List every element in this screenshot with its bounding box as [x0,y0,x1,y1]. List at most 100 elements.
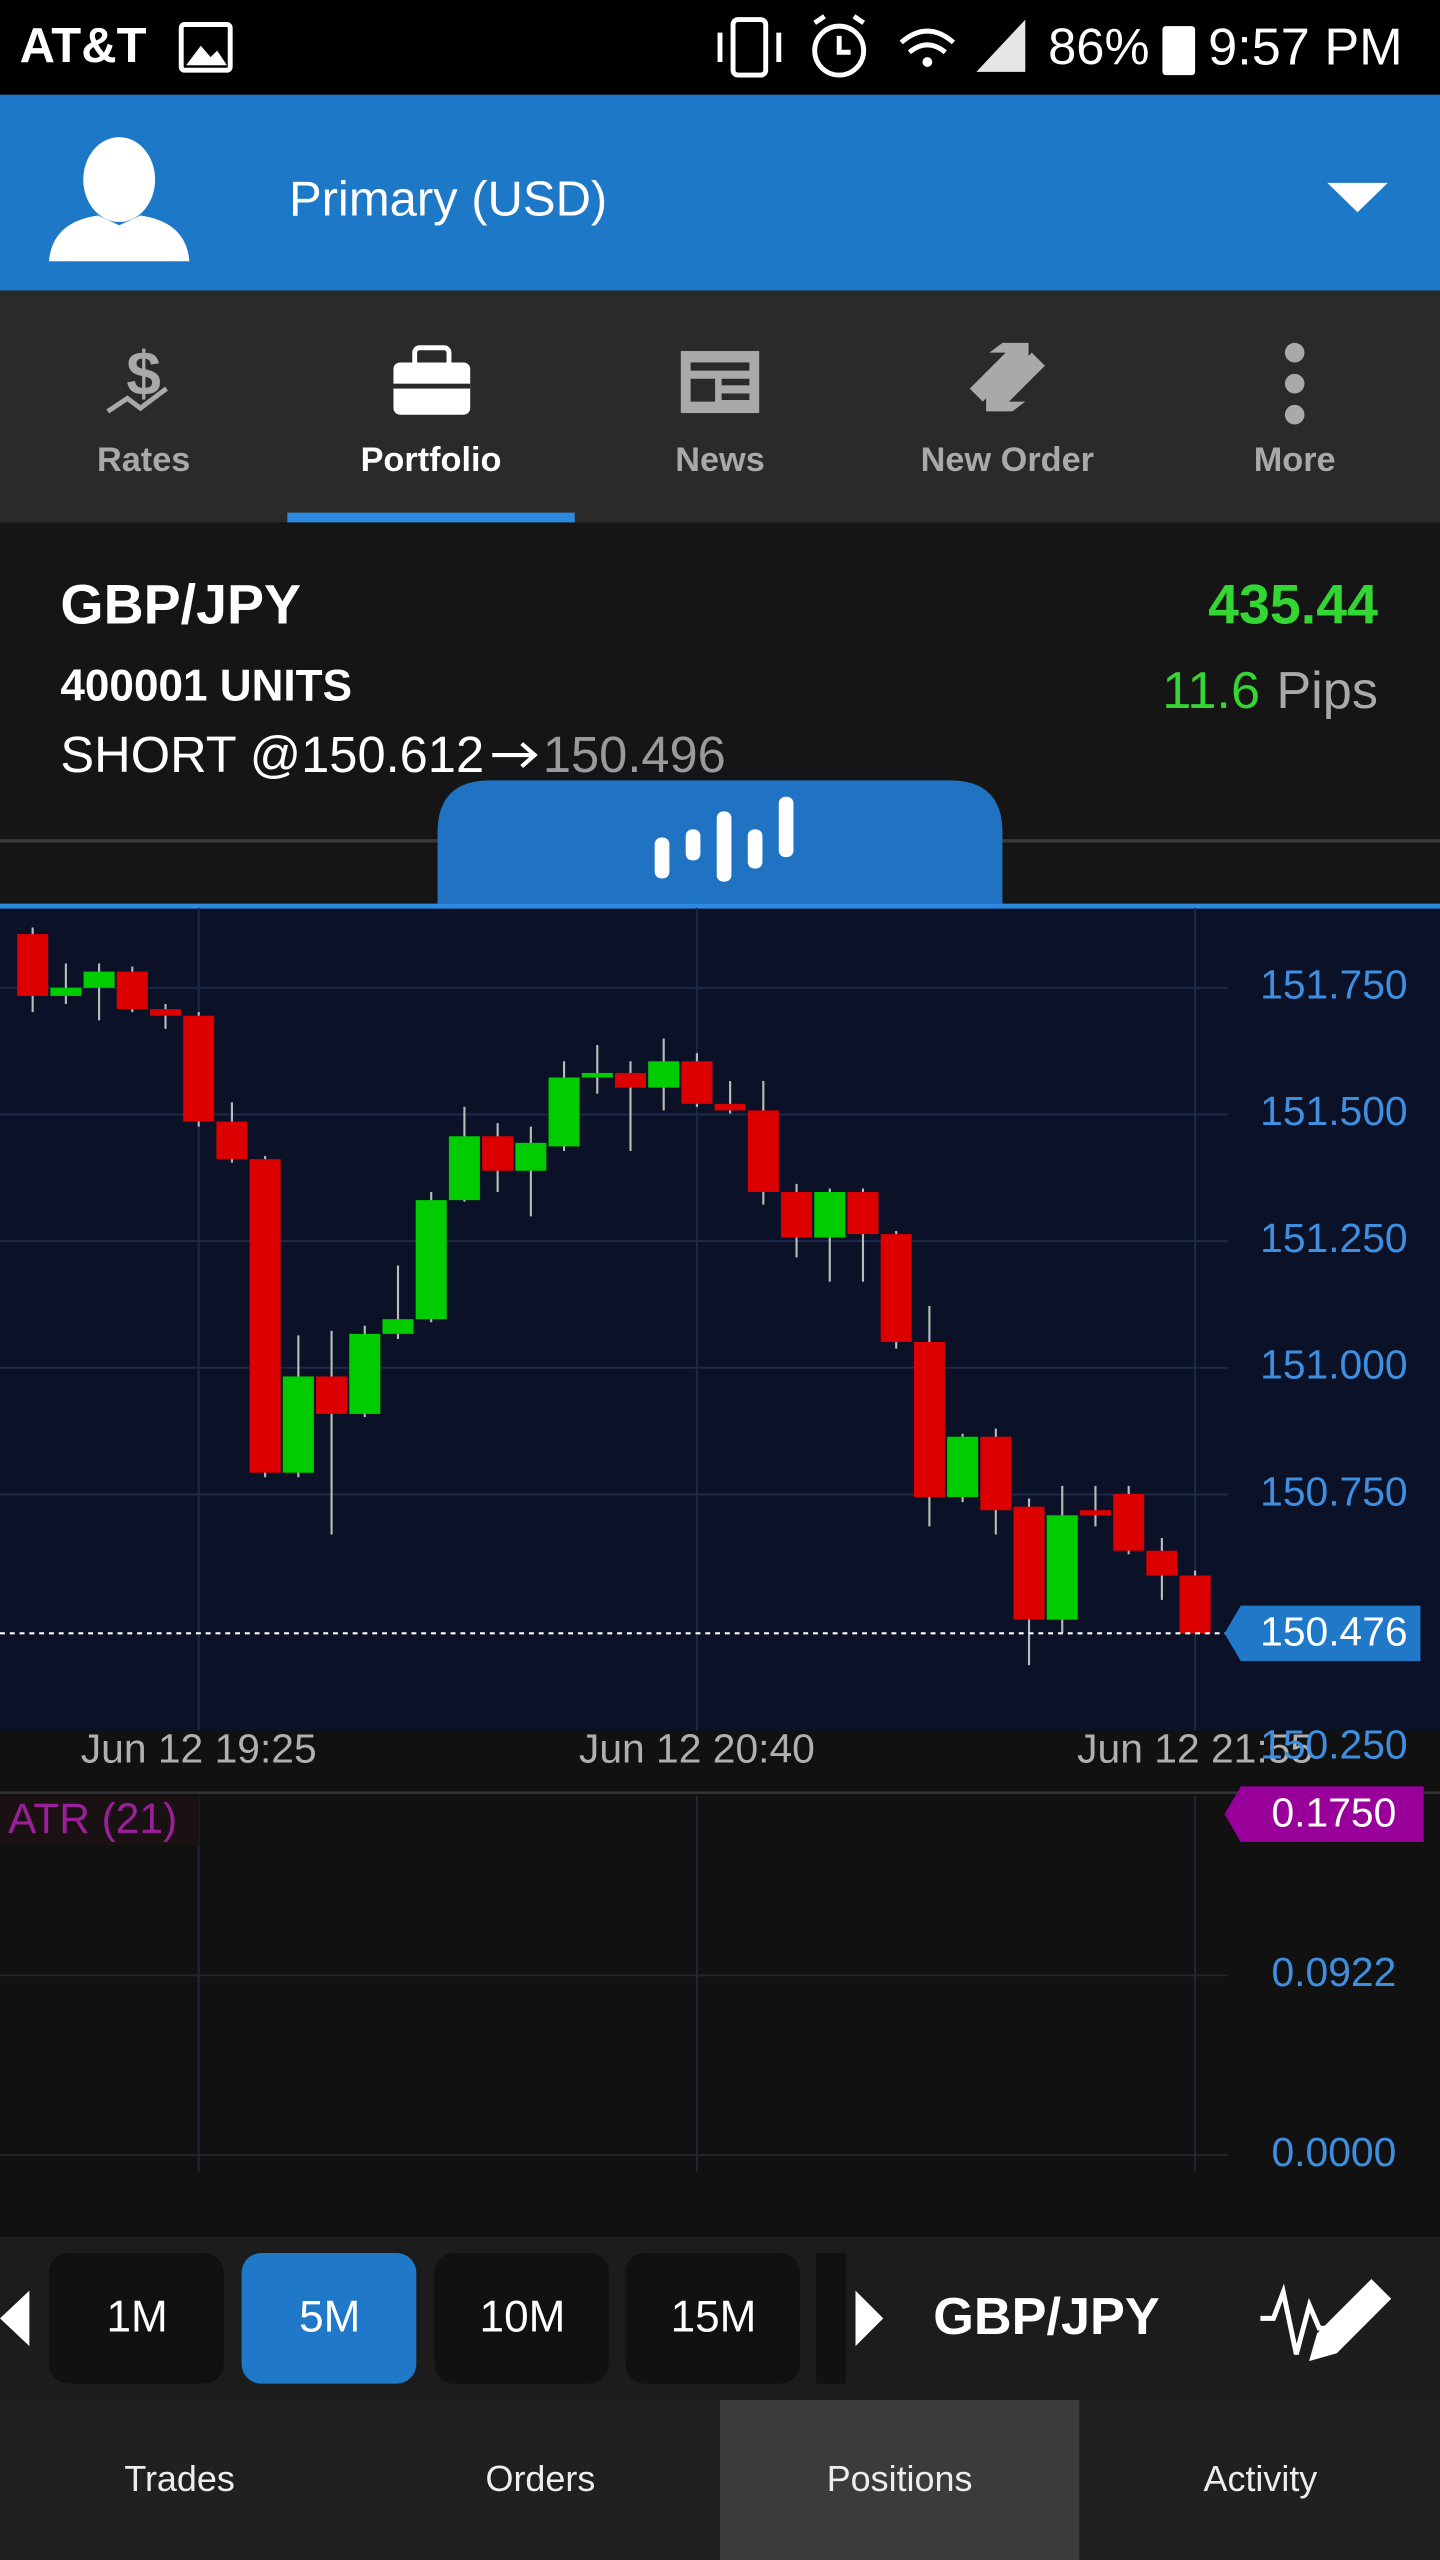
candle-body [1013,1506,1045,1620]
dropdown-arrow[interactable] [1327,182,1388,213]
candle-body [50,987,82,996]
candle-body [482,1136,514,1171]
y-tick-label: 150.250 [1260,1722,1407,1768]
candle-body [183,1015,215,1122]
scroll-right[interactable] [855,2290,884,2347]
nav-tab[interactable]: News [675,441,765,479]
candle-body [581,1072,613,1078]
status-icons [178,14,1196,78]
candle-body [149,1009,182,1016]
y-tick-label: 151.500 [1260,1088,1407,1134]
timeframe-button[interactable] [48,2253,224,2384]
candle-body [382,1319,414,1334]
candle-body [980,1436,1012,1511]
x-tick-label: Jun 12 20:40 [579,1726,815,1772]
account-header[interactable] [0,94,1440,291]
y-tick-label: 151.750 [1260,962,1407,1008]
position-units: 400001 UNITS [60,662,352,711]
bottom-tab-active-bg [720,2400,1080,2560]
bottom-tab[interactable]: Orders [486,2458,596,2499]
chart-layer: Jun 12 19:25 Jun 12 20:40 Jun 12 21:55 151.… [0,907,1424,2175]
timeframe-label[interactable]: 10M [480,2293,566,2342]
position-symbol: GBP/JPY [60,574,301,636]
timeframe-button[interactable] [625,2253,800,2384]
bottom-tab-active[interactable]: Positions [827,2458,973,2499]
battery-level: 86% [1048,18,1149,75]
candle-body [83,971,115,988]
candle-body [847,1192,879,1235]
candle-body [1179,1575,1211,1634]
indicator-title: ATR (21) [8,1795,177,1842]
candle-body [814,1192,846,1238]
pips: 11.6 [1162,662,1260,720]
nav-tab[interactable]: Rates [97,441,190,479]
timeframe-button-active[interactable] [241,2253,417,2384]
nav-tab-active[interactable]: Portfolio [361,441,502,479]
candle-body [349,1333,381,1414]
chart-symbol[interactable]: GBP/JPY [933,2288,1159,2346]
candle-body [116,971,148,1010]
last-value-box [1224,1786,1424,1842]
carrier: AT&T [20,19,147,73]
y-tick-label: 150.750 [1260,1468,1407,1514]
candle-body [1113,1493,1145,1551]
open-price: 150.612 [301,727,484,784]
candle-body [913,1341,945,1498]
y-tick-label: 151.250 [1260,1215,1407,1261]
active-tab-indicator [287,512,575,523]
candle-body [1146,1550,1178,1576]
nav-tab[interactable]: More [1254,441,1336,479]
position-side: SHORT @150.612 150.496 [60,727,725,784]
candle-body [515,1142,547,1171]
timeframe-label[interactable]: 1M [107,2293,168,2342]
indicator-area [0,1792,1440,2237]
side: SHORT @ [60,727,301,784]
candle-body [880,1234,912,1342]
price-chart-area [0,907,1440,1731]
candle-body [747,1110,779,1193]
timeframe-label[interactable]: 5M [299,2293,360,2342]
candle-body [448,1136,480,1201]
x-tick-label: Jun 12 19:25 [81,1726,317,1772]
candle-body [781,1192,813,1238]
account-name[interactable]: Primary (USD) [289,172,607,226]
candle-body [648,1061,680,1088]
clock: 9:57 PM [1208,18,1403,76]
candle-body [17,934,49,996]
timeframe-button-partial[interactable] [816,2253,846,2384]
y-tick-label: 0.0922 [1271,1949,1396,1995]
current-price: 150.496 [543,727,726,784]
draw-tool-icon[interactable] [1260,2278,1392,2362]
chart-toggle-icon [654,796,794,882]
y-tick-label: 151.000 [1260,1342,1407,1388]
last-price-box [1224,1605,1421,1662]
x-tick-label: Jun 12 21:55 [1077,1726,1313,1772]
last-value-label: 0.1750 [1271,1790,1396,1836]
indicator-title-bg [0,1795,200,1845]
candle-body [216,1121,248,1160]
bottom-tab[interactable]: Trades [124,2458,234,2499]
position-pips: 11.6 Pips [1162,662,1378,720]
avatar-icon [48,137,190,262]
scroll-left[interactable] [0,2290,30,2347]
last-price-label: 150.476 [1260,1609,1407,1655]
candle-body [1046,1515,1078,1620]
position-profit: 435.44 [1208,574,1378,636]
nav-tab[interactable]: New Order [921,441,1094,479]
pips-unit: Pips [1276,662,1378,720]
candle-body [614,1072,646,1088]
candle-body [681,1061,713,1104]
candle-body [316,1376,348,1414]
candle-body [548,1077,580,1147]
arrow-icon [492,742,538,769]
candle-body [947,1436,979,1498]
bottom-tab[interactable]: Activity [1204,2458,1318,2499]
candle-body [1079,1510,1111,1516]
timeframe-label[interactable]: 15M [671,2293,757,2342]
timeframe-button[interactable] [434,2253,609,2384]
candle-body [282,1376,314,1473]
time-axis-area [0,1730,1440,1793]
